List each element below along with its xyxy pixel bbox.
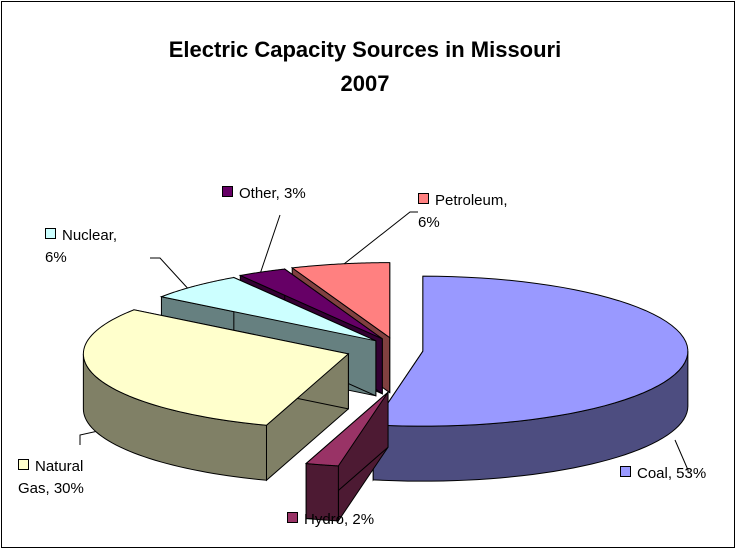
label-text: Other, 3% xyxy=(239,185,306,202)
label-key xyxy=(45,228,56,239)
chart-title: Electric Capacity Sources in Missouri 20… xyxy=(168,37,562,96)
label-text: Natural Gas, 30% xyxy=(18,458,84,497)
slice xyxy=(82,309,350,482)
slice-top xyxy=(372,275,689,427)
label-text: Hydro, 2% xyxy=(304,511,375,528)
label-key xyxy=(620,466,631,477)
label-key xyxy=(18,459,29,470)
data-label: Hydro, 2% xyxy=(287,509,407,531)
data-label: Other, 3% xyxy=(222,183,362,205)
label-text: Petroleum, 6% xyxy=(418,192,508,231)
slice-top xyxy=(304,391,389,467)
data-label: Nuclear, 6% xyxy=(45,225,135,269)
slice-top xyxy=(82,309,350,426)
label-text: Coal, 53% xyxy=(637,465,707,482)
data-label: Natural Gas, 30% xyxy=(18,456,98,500)
data-label: Coal, 53% xyxy=(620,463,737,485)
slice-top xyxy=(159,276,377,342)
label-text: Nuclear, 6% xyxy=(45,227,118,266)
label-key xyxy=(222,186,233,197)
label-key xyxy=(418,193,429,204)
data-label: Petroleum, 6% xyxy=(418,190,508,234)
slice-top xyxy=(238,268,383,340)
label-key xyxy=(287,512,298,523)
slice xyxy=(304,390,389,523)
slice-top xyxy=(290,262,391,339)
